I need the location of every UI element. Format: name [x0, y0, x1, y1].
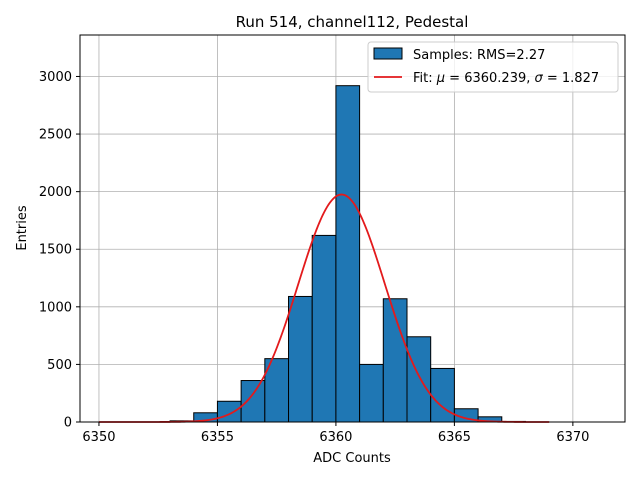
y-tick-label: 0 — [64, 416, 72, 431]
legend-fit-label: Fit: μ = 6360.239, σ = 1.827 — [413, 71, 599, 86]
plot-frame — [79, 34, 626, 423]
y-axis-ticks: 0 500 1000 1500 2000 2500 3000 — [39, 70, 80, 431]
histogram-bars — [169, 85, 526, 423]
histogram-bar — [240, 380, 266, 423]
histogram-bar — [311, 234, 337, 423]
legend-box — [367, 41, 619, 93]
legend-fit-mu-symbol: μ — [436, 71, 445, 86]
legend-histogram-swatch — [373, 47, 403, 60]
chart-title: Run 514, channel112, Pedestal — [236, 13, 469, 31]
y-tick-label: 2500 — [39, 128, 72, 143]
legend-fit-sigma-symbol: σ — [535, 71, 544, 86]
x-tick-label: 6355 — [201, 430, 234, 445]
histogram-bar — [288, 295, 313, 423]
y-tick-label: 2000 — [39, 185, 72, 200]
y-tick-label: 1000 — [39, 300, 72, 315]
histogram-bar — [216, 400, 242, 423]
legend-histogram-label: Samples: RMS=2.27 — [413, 48, 545, 63]
legend: Samples: RMS=2.27 Fit: μ = 6360.239, σ =… — [367, 41, 619, 93]
x-tick-label: 6365 — [438, 430, 471, 445]
histogram-bar — [406, 336, 432, 423]
y-tick-label: 3000 — [39, 70, 72, 85]
histogram-bar — [359, 363, 384, 423]
legend-fit-mu-value: = 6360.239, — [445, 71, 534, 86]
x-axis-ticks: 6350 6355 6360 6365 6370 — [82, 422, 589, 445]
histogram-bar — [335, 85, 361, 423]
legend-fit-sigma-value: = 1.827 — [543, 71, 599, 86]
y-axis-label: Entries — [15, 205, 30, 251]
x-tick-label: 6370 — [556, 430, 589, 445]
legend-fit-prefix: Fit: — [413, 71, 437, 86]
x-tick-label: 6350 — [82, 430, 115, 445]
y-tick-label: 500 — [47, 358, 72, 373]
y-tick-label: 1500 — [39, 243, 72, 258]
x-tick-label: 6360 — [319, 430, 352, 445]
histogram-bar — [430, 367, 455, 423]
x-axis-label: ADC Counts — [313, 451, 391, 466]
